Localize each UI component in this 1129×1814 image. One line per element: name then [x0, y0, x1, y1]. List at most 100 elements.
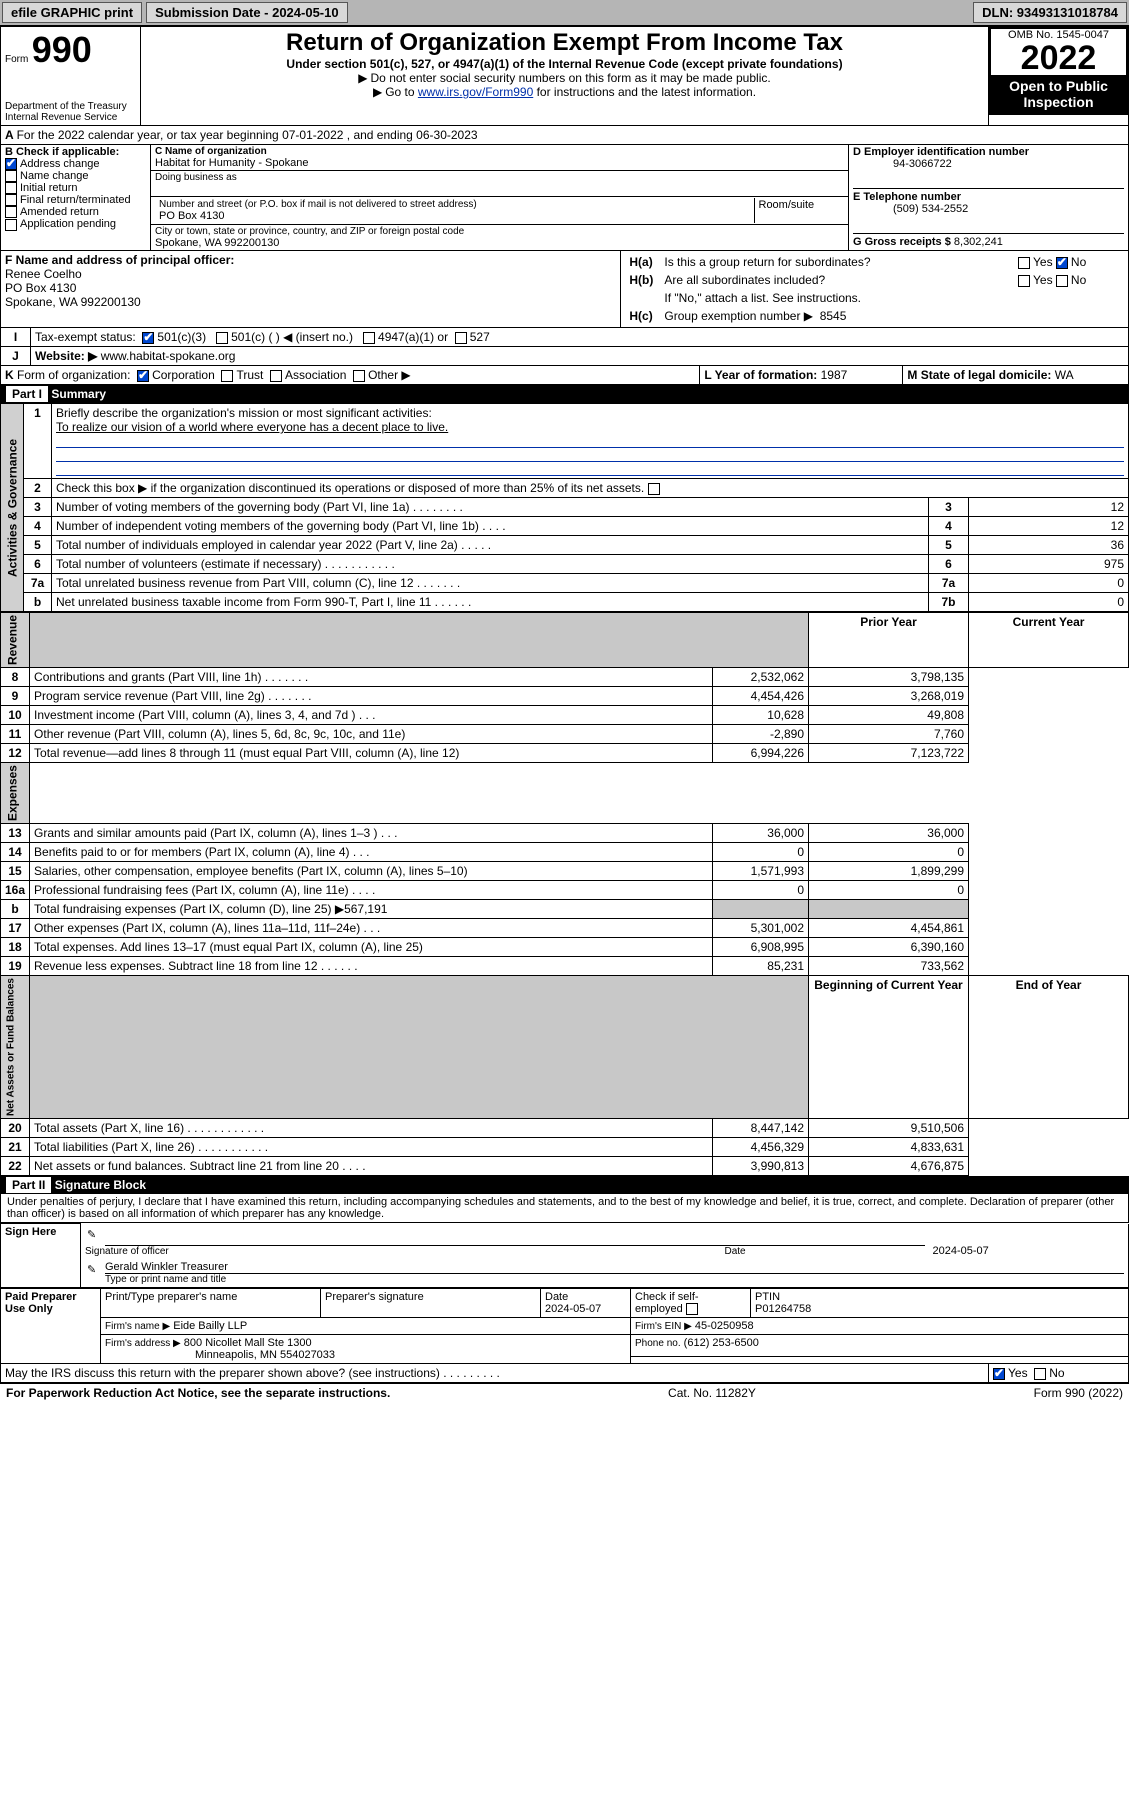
- firm-phone: (612) 253-6500: [684, 1337, 759, 1349]
- form-ref: Form 990 (2022): [1034, 1386, 1123, 1400]
- current-value: 3,268,019: [809, 687, 969, 706]
- col-end: End of Year: [969, 976, 1129, 1119]
- checkbox-app-pending[interactable]: [5, 219, 17, 231]
- date-label: Date: [725, 1246, 925, 1257]
- checkbox-discuss-no[interactable]: [1034, 1368, 1046, 1380]
- org-name: Habitat for Humanity - Spokane: [155, 157, 844, 169]
- dept-label: Department of the Treasury: [5, 101, 136, 112]
- checkbox-501c[interactable]: [216, 332, 228, 344]
- checkbox-ha-yes[interactable]: [1018, 257, 1030, 269]
- line-num: 14: [1, 843, 30, 862]
- current-value: 0: [809, 881, 969, 900]
- line-num: b: [24, 593, 52, 612]
- yes-label: Yes: [1008, 1366, 1028, 1380]
- line-text: Other expenses (Part IX, column (A), lin…: [30, 919, 713, 938]
- prior-value: 6,908,995: [712, 938, 808, 957]
- arrow-icon: [358, 71, 370, 85]
- checkbox-trust[interactable]: [221, 370, 233, 382]
- line-num: 6: [24, 555, 52, 574]
- line-text: Total number of individuals employed in …: [52, 536, 929, 555]
- checkbox-final[interactable]: [5, 194, 17, 206]
- checkbox-hb-yes[interactable]: [1018, 275, 1030, 287]
- h-note: If "No," attach a list. See instructions…: [660, 289, 1124, 307]
- line-text: Professional fundraising fees (Part IX, …: [30, 881, 713, 900]
- trust-label: Trust: [236, 368, 263, 382]
- page-footer: For Paperwork Reduction Act Notice, see …: [0, 1383, 1129, 1402]
- ptin: P01264758: [755, 1303, 811, 1315]
- irs-link[interactable]: www.irs.gov/Form990: [418, 85, 533, 99]
- checkbox-self-employed[interactable]: [686, 1303, 698, 1315]
- current-value: 0: [809, 843, 969, 862]
- checkbox-assoc[interactable]: [270, 370, 282, 382]
- sign-here: Sign Here: [1, 1224, 81, 1288]
- current-value: 7,123,722: [809, 744, 969, 763]
- checkbox-name-change[interactable]: [5, 170, 17, 182]
- line-text: Total unrelated business revenue from Pa…: [52, 574, 929, 593]
- line-num: 9: [1, 687, 30, 706]
- form-header: Form 990 Department of the Treasury Inte…: [0, 26, 1129, 126]
- side-expenses: Expenses: [1, 763, 30, 824]
- line-text: Revenue less expenses. Subtract line 18 …: [30, 957, 713, 976]
- current-value: 36,000: [809, 824, 969, 843]
- col-beginning: Beginning of Current Year: [809, 976, 969, 1119]
- submission-date: Submission Date - 2024-05-10: [146, 2, 348, 23]
- line2-text: Check this box ▶ if the organization dis…: [56, 481, 644, 495]
- other-label: Other ▶: [368, 368, 411, 382]
- line-text: Number of independent voting members of …: [52, 517, 929, 536]
- box-d-label: D Employer identification number: [853, 146, 1124, 158]
- checkbox-address-change[interactable]: [5, 158, 17, 170]
- prior-value: 6,994,226: [712, 744, 808, 763]
- yes-label: Yes: [1033, 273, 1053, 287]
- form-subtitle-1: Under section 501(c), 527, or 4947(a)(1)…: [145, 57, 984, 71]
- checkbox-corp[interactable]: [137, 370, 149, 382]
- checkbox-initial[interactable]: [5, 182, 17, 194]
- year-formation: 1987: [821, 368, 848, 382]
- line-num: 20: [1, 1119, 30, 1138]
- hc-text: Group exemption number ▶: [664, 309, 813, 323]
- line-code: 4: [929, 517, 969, 536]
- hc-label: H(c): [625, 307, 660, 325]
- firm-name: Eide Bailly LLP: [173, 1320, 247, 1332]
- domicile: WA: [1055, 368, 1074, 382]
- prior-value: 85,231: [712, 957, 808, 976]
- sig-officer-label: Signature of officer: [85, 1246, 725, 1257]
- final-label: Final return/terminated: [20, 194, 131, 206]
- checkbox-other[interactable]: [353, 370, 365, 382]
- line-text: Salaries, other compensation, employee b…: [30, 862, 713, 881]
- declaration: Under penalties of perjury, I declare th…: [0, 1194, 1129, 1223]
- city-label: City or town, state or province, country…: [155, 226, 844, 237]
- dba-label: Doing business as: [155, 172, 844, 183]
- website-label: Website: ▶: [35, 349, 97, 363]
- ptin-h: PTIN: [755, 1291, 780, 1303]
- prep-date: 2024-05-07: [545, 1303, 601, 1315]
- checkbox-amended[interactable]: [5, 206, 17, 218]
- line-text: Total revenue—add lines 8 through 11 (mu…: [30, 744, 713, 763]
- officer-addr1: PO Box 4130: [5, 281, 76, 295]
- line-num: 13: [1, 824, 30, 843]
- prior-value: 1,571,993: [712, 862, 808, 881]
- line-num: 12: [1, 744, 30, 763]
- line-text: Number of voting members of the governin…: [52, 498, 929, 517]
- checkbox-discuss-yes[interactable]: [993, 1368, 1005, 1380]
- box-m-label: M State of legal domicile:: [907, 368, 1051, 382]
- line-num: 3: [24, 498, 52, 517]
- current-value: 7,760: [809, 725, 969, 744]
- room-label: Room/suite: [754, 198, 844, 223]
- col-current: Current Year: [969, 613, 1129, 668]
- prior-value: 2,532,062: [712, 668, 808, 687]
- prep-sig-h: Preparer's signature: [321, 1288, 541, 1317]
- checkbox-501c3[interactable]: [142, 332, 154, 344]
- checkbox-hb-no[interactable]: [1056, 275, 1068, 287]
- checkbox-4947[interactable]: [363, 332, 375, 344]
- side-net: Net Assets or Fund Balances: [1, 976, 30, 1119]
- 4947-label: 4947(a)(1) or: [378, 330, 448, 344]
- gross-receipts: 8,302,241: [954, 236, 1003, 248]
- checkbox-line2[interactable]: [648, 483, 660, 495]
- line-text: Total number of volunteers (estimate if …: [52, 555, 929, 574]
- beg-value: 8,447,142: [712, 1119, 808, 1138]
- checkbox-ha-no[interactable]: [1056, 257, 1068, 269]
- part1-table: Activities & Governance 1 Briefly descri…: [0, 403, 1129, 612]
- efile-print-button[interactable]: efile GRAPHIC print: [2, 2, 142, 23]
- col-prior: Prior Year: [809, 613, 969, 668]
- checkbox-527[interactable]: [455, 332, 467, 344]
